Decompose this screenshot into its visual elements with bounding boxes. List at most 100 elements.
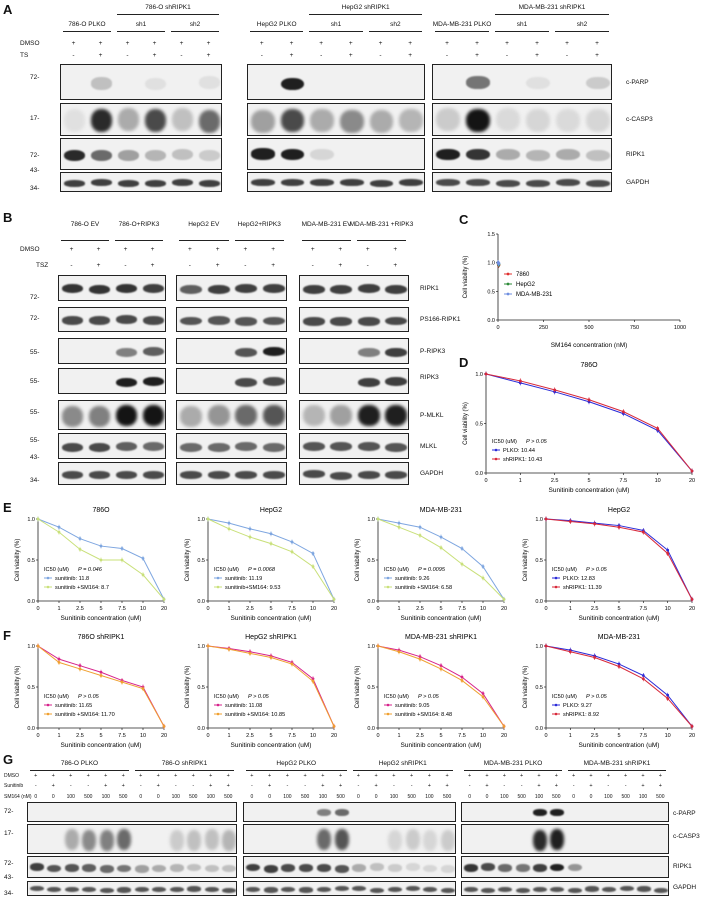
data-point	[617, 525, 621, 529]
blot-label: c-CASP3	[673, 833, 700, 840]
sub-underline	[117, 31, 165, 32]
chart-svg: 0.0 0.5 1.0 0 1 2.5 5 7.5 10 20 Sunitinib concentr…	[15, 507, 167, 622]
x-tick-label: 5	[269, 733, 272, 739]
blot-g-band	[515, 887, 530, 893]
blot-b	[58, 307, 166, 332]
blot-b-band	[263, 442, 286, 452]
group-underline	[495, 14, 609, 15]
y-tick-label: 1.0	[27, 644, 35, 650]
sunitinib-sign: +	[554, 783, 558, 789]
blot-a-band	[280, 109, 305, 133]
data-point	[376, 644, 380, 648]
sunitinib-sign: -	[87, 783, 90, 789]
blot-b	[176, 400, 287, 430]
dmso-sign: +	[356, 773, 360, 779]
data-point	[120, 680, 124, 684]
data-point	[78, 667, 82, 671]
blot-a	[247, 172, 425, 192]
blot-label: RIPK3	[420, 374, 439, 381]
legend-label: shRIPK1: 11.39	[563, 585, 602, 591]
sunitinib-sign: +	[445, 783, 449, 789]
blot-b-band	[115, 315, 138, 324]
chart-svg: 0.0 0.5 1.0 0 1 2.5 5 7.5 10 20 Sunitinib concentr…	[523, 634, 695, 749]
sm164-dose: 500	[336, 794, 345, 800]
blot-a-band	[556, 179, 580, 187]
blot-a-band	[436, 149, 460, 161]
x-tick-label: 0	[544, 606, 547, 612]
x-tick-label: 0	[484, 478, 487, 484]
data-point	[690, 597, 694, 601]
blot-b	[299, 400, 409, 430]
blot-g-band	[64, 886, 79, 892]
data-point	[518, 379, 522, 383]
panel-letter-e: E	[3, 500, 12, 515]
blot-a-band	[251, 148, 275, 160]
blot-b	[176, 307, 287, 332]
sunitinib-sign: +	[121, 783, 125, 789]
legend-label: sunitinib: 9.05	[395, 703, 430, 709]
mw-marker: 43-	[4, 874, 14, 881]
blot-b-band	[142, 376, 165, 386]
sunitinib-sign: +	[374, 783, 378, 789]
blot-b-band	[142, 316, 165, 326]
sub-underline	[495, 31, 549, 32]
sm164-dose: 100	[604, 794, 613, 800]
y-tick-label: 0.5	[535, 685, 543, 691]
dmso-sign: +	[485, 773, 489, 779]
chart-svg: 0.0 0.5 1.0 0 1 2.5 5 7.5 10 20 Sunitinib concentr…	[523, 507, 695, 622]
sm164-dose: 0	[268, 794, 272, 800]
dmso-sign: +	[339, 773, 343, 779]
y-axis-label: Cell viability (%)	[463, 402, 469, 445]
x-tick-label: 2.5	[416, 733, 424, 739]
mw-marker: 55-	[30, 437, 40, 444]
x-axis-label: Sunitinib concentration (uM)	[231, 742, 312, 749]
blot-g-band	[334, 828, 349, 850]
blot-a-band	[340, 179, 364, 186]
data-point	[502, 724, 506, 728]
x-tick-label: 0	[206, 606, 209, 612]
blot-g-band	[117, 887, 132, 893]
mw-marker: 43-	[30, 167, 40, 174]
sunitinib-sign: +	[427, 783, 431, 789]
blot-g	[27, 881, 237, 896]
sunitinib-sign: -	[192, 783, 195, 789]
blot-a-band	[586, 76, 610, 90]
blot-b-band	[263, 347, 286, 357]
data-point	[206, 644, 210, 648]
legend-label: sunitinib +SM164: 11.70	[55, 712, 115, 718]
x-tick-label: 7.5	[458, 733, 466, 739]
row-label-dmso: DMSO	[20, 40, 40, 47]
group-label: HepG2 shRIPK1	[341, 4, 390, 11]
legend-marker	[386, 712, 390, 716]
data-point	[311, 552, 315, 555]
blot-a-band	[63, 149, 86, 162]
y-tick-label: 0.0	[487, 318, 495, 324]
mw-marker: 72-	[30, 74, 40, 81]
data-point	[269, 532, 273, 536]
group-underline	[568, 770, 666, 771]
blot-a-band	[280, 179, 305, 186]
data-point	[568, 520, 572, 523]
blot-g	[27, 856, 237, 878]
blot-g-band	[550, 863, 565, 872]
blot-a	[60, 172, 222, 192]
dmso-sign: +	[445, 40, 449, 47]
blot-b	[176, 368, 287, 394]
blot-g-band	[299, 887, 314, 893]
chart-svg: 0.0 0.5 1.0 0 1 2.5 5 7.5 10 20 Sunitinib concentr…	[15, 634, 167, 749]
x-tick-label: 5	[99, 733, 102, 739]
data-point	[593, 656, 597, 659]
ts-sign: -	[565, 52, 569, 59]
group-label: 786-O PLKO	[60, 760, 99, 767]
dmso-sign: +	[641, 773, 645, 779]
blot-b-band	[357, 317, 380, 326]
x-tick-label: 10	[655, 478, 661, 484]
ts-sign: -	[379, 52, 382, 59]
data-point	[641, 677, 645, 681]
sm164-dose: 500	[517, 794, 526, 800]
blot-g-band	[82, 864, 97, 872]
dmso-sign: +	[321, 773, 325, 779]
blot-b-band	[115, 471, 138, 480]
chart-f2: 0.0 0.5 1.0 0 1 2.5 5 7.5 10 20 Sunitinib concentr…	[182, 632, 342, 750]
dmso-sign: +	[393, 246, 398, 253]
